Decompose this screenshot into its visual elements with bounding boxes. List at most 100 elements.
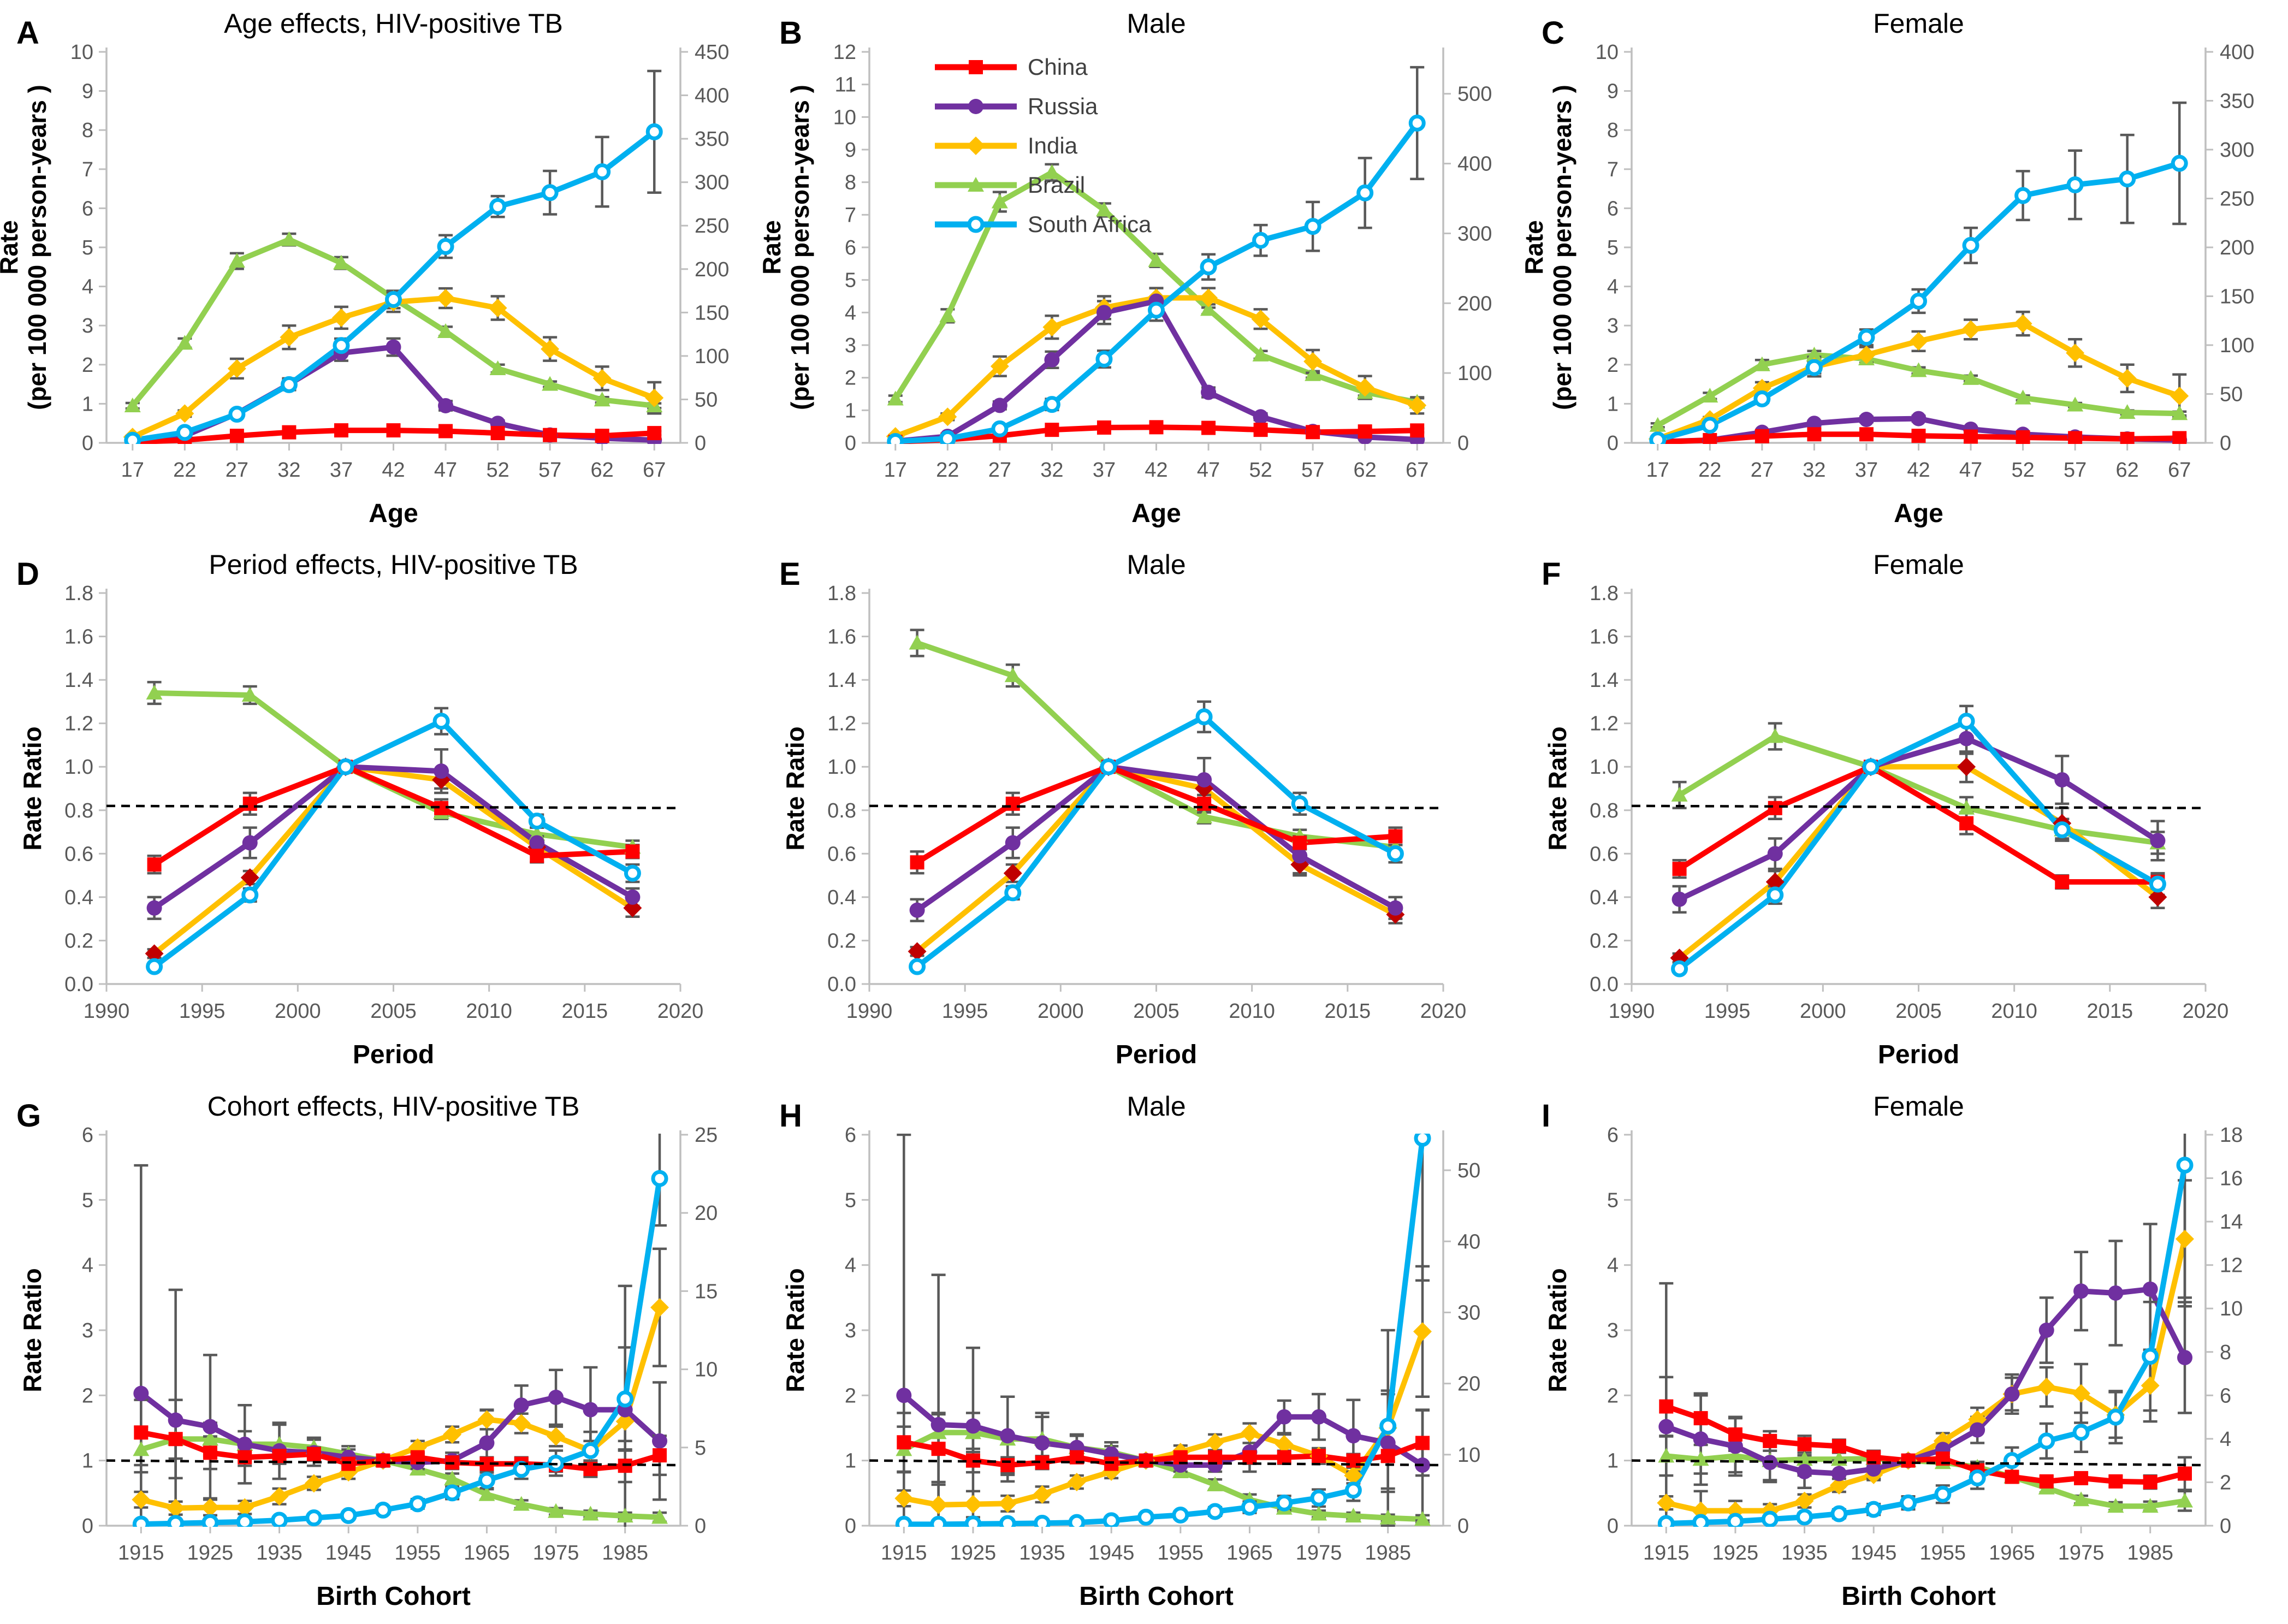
marker-india — [1961, 320, 1981, 339]
marker-brazil — [333, 254, 349, 270]
left-tick-label: 1 — [845, 1449, 856, 1472]
marker-south-africa — [146, 958, 163, 976]
left-tick-label: 3 — [82, 315, 93, 337]
x-tick-label: 62 — [1353, 459, 1376, 482]
x-tick-label: 2005 — [1896, 1000, 1942, 1023]
left-tick-label: 0.8 — [64, 799, 93, 822]
marker-china — [1253, 423, 1268, 437]
left-tick-label: 11 — [834, 74, 856, 97]
marker-south-africa — [1658, 1515, 1675, 1527]
marker-south-africa — [1241, 1498, 1258, 1516]
marker-brazil — [1806, 346, 1823, 361]
series-line-brazil — [916, 641, 1396, 850]
marker-india — [623, 899, 642, 918]
marker-south-africa — [2014, 187, 2032, 204]
panel-age-effects-all: 0 1 2 3 4 5 6 7 8 9 10 0 50 100 150 200 250 300 350 400 450 1… — [0, 0, 763, 541]
left-tick-label: 6 — [1607, 197, 1619, 220]
legend-marker-brazil — [967, 177, 984, 192]
marker-china — [1832, 1439, 1847, 1454]
series-line-brazil — [140, 1436, 660, 1520]
marker-china — [490, 426, 505, 441]
right-tick-label: 300 — [695, 171, 729, 194]
x-tick-label: 1935 — [1782, 1542, 1828, 1564]
right-tick-label: 0 — [695, 432, 706, 455]
left-tick-label: 0.2 — [827, 930, 856, 953]
marker-brazil — [1767, 728, 1784, 743]
x-tick-label: 27 — [1751, 459, 1774, 482]
series-line-russia — [152, 764, 634, 911]
x-tick-label: 47 — [1959, 459, 1982, 482]
marker-russia — [1044, 352, 1060, 368]
series-line-china — [915, 764, 1396, 865]
right-tick-label: 5 — [695, 1436, 706, 1459]
marker-india — [615, 1412, 635, 1431]
left-tick-label: 0.6 — [1590, 843, 1619, 866]
panel-letter: E — [779, 556, 801, 592]
series-line-china — [1678, 764, 2158, 885]
marker-south-africa — [1068, 1514, 1086, 1527]
marker-brazil — [1910, 362, 1927, 377]
marker-india — [1766, 873, 1785, 892]
marker-south-africa — [2004, 1451, 2021, 1469]
marker-south-africa — [1102, 1512, 1120, 1527]
marker-china — [1380, 1448, 1395, 1463]
marker-china — [1964, 429, 1978, 444]
legend-label: China — [1028, 54, 1088, 80]
right-tick-label: 15 — [695, 1280, 718, 1303]
left-tick-label: 9 — [845, 139, 856, 162]
marker-brazil — [1304, 366, 1321, 381]
marker-china — [543, 428, 558, 442]
marker-south-africa — [2171, 155, 2189, 172]
marker-brazil — [594, 392, 610, 407]
marker-china — [1409, 423, 1424, 438]
left-tick-label: 5 — [1607, 236, 1619, 259]
left-tick-label: 1 — [82, 1449, 93, 1472]
marker-brazil — [489, 360, 506, 375]
x-tick-label: 2010 — [1991, 1000, 2038, 1023]
left-tick-label: 4 — [1607, 276, 1619, 299]
marker-russia — [965, 1418, 981, 1434]
x-tick-label: 67 — [2168, 459, 2191, 482]
marker-south-africa — [437, 238, 454, 255]
marker-india — [990, 357, 1009, 376]
x-axis-title: Age — [1131, 499, 1181, 528]
marker-south-africa — [2107, 1408, 2125, 1426]
left-tick-label: 5 — [82, 1189, 93, 1212]
y-axis-title: Rate Ratio — [781, 1268, 809, 1392]
marker-china — [2108, 1474, 2123, 1489]
left-tick-label: 1 — [1607, 393, 1619, 416]
marker-china — [1672, 862, 1687, 876]
marker-russia — [1866, 1461, 1882, 1477]
x-tick-label: 32 — [1040, 459, 1063, 482]
marker-russia — [1345, 1427, 1361, 1443]
marker-brazil — [1702, 388, 1718, 403]
left-tick-label: 1 — [82, 393, 93, 416]
x-tick-label: 1925 — [187, 1542, 234, 1564]
marker-india — [2141, 1376, 2160, 1395]
panel-letter: I — [1542, 1098, 1550, 1134]
marker-south-africa — [1356, 184, 1373, 201]
left-tick-label: 5 — [845, 269, 856, 292]
right-tick-label: 0 — [695, 1515, 706, 1538]
marker-south-africa — [228, 405, 246, 423]
marker-south-africa — [432, 713, 450, 730]
marker-china — [2068, 431, 2083, 444]
x-tick-label: 1990 — [1609, 1000, 1655, 1023]
panel-letter: B — [779, 15, 802, 51]
marker-south-africa — [651, 1170, 668, 1187]
marker-brazil — [201, 1430, 218, 1445]
marker-south-africa — [1004, 884, 1021, 902]
marker-russia — [1200, 384, 1216, 400]
x-tick-label: 1990 — [846, 1000, 892, 1023]
marker-russia — [1693, 1431, 1709, 1447]
marker-india — [541, 340, 560, 359]
marker-south-africa — [886, 432, 904, 444]
legend: China Russia India Brazil South Africa — [934, 54, 1152, 237]
marker-india — [929, 1495, 948, 1514]
x-tick-label: 1975 — [1295, 1542, 1342, 1564]
reference-dashed-line — [1632, 804, 2206, 810]
left-tick-label: 0.4 — [64, 886, 93, 909]
marker-india — [938, 407, 957, 426]
marker-brazil — [1148, 252, 1165, 267]
marker-china — [2016, 430, 2030, 444]
